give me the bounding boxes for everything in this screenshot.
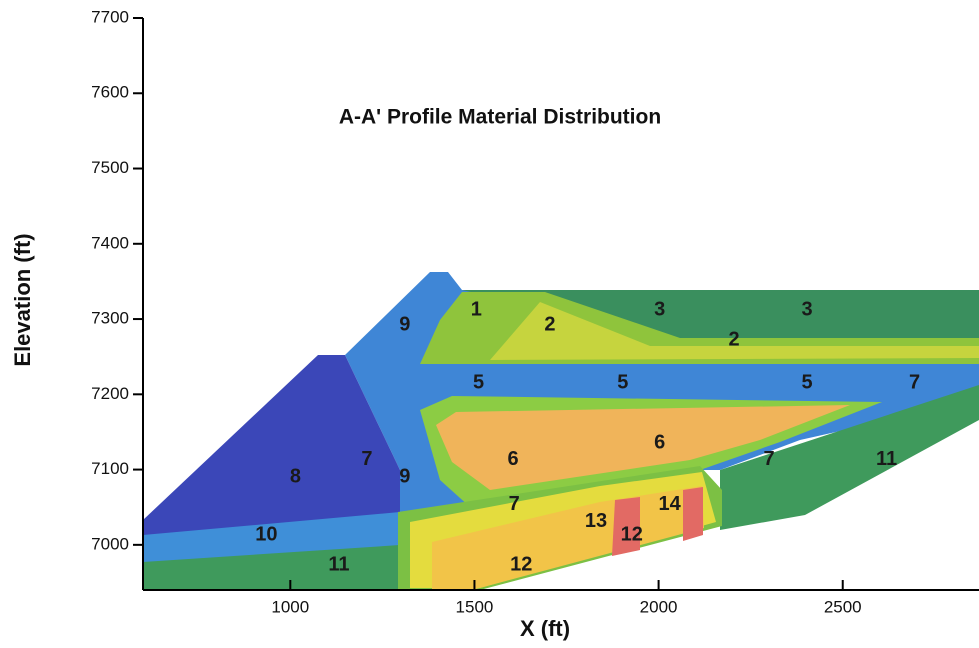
zone-label: 9 xyxy=(399,313,410,335)
y-tick-label: 7600 xyxy=(91,83,129,102)
zone-label: 5 xyxy=(473,371,484,393)
y-tick-label: 7700 xyxy=(91,7,129,26)
zone xyxy=(462,290,979,347)
y-tick-label: 7400 xyxy=(91,233,129,252)
zone-label: 7 xyxy=(509,493,520,515)
zone-label: 3 xyxy=(654,298,665,320)
zone-label: 9 xyxy=(399,465,410,487)
x-tick-label: 1000 xyxy=(271,597,309,616)
y-tick-label: 7100 xyxy=(91,459,129,478)
zone-label: 6 xyxy=(654,432,665,454)
zone-label: 11 xyxy=(328,553,349,575)
zone-label: 12 xyxy=(621,523,643,545)
zone-label: 12 xyxy=(510,553,532,575)
x-axis-label: X (ft) xyxy=(520,616,570,641)
x-tick-label: 2500 xyxy=(824,597,862,616)
zone-label: 2 xyxy=(544,313,555,335)
zone-label: 11 xyxy=(876,448,897,470)
zone xyxy=(612,497,640,556)
zone xyxy=(683,487,703,541)
zone-label: 14 xyxy=(659,493,682,515)
zone-label: 7 xyxy=(909,371,920,393)
zone-label: 5 xyxy=(801,371,812,393)
zone xyxy=(143,355,400,535)
x-tick-label: 2000 xyxy=(640,597,678,616)
y-axis-label: Elevation (ft) xyxy=(10,233,35,366)
zone xyxy=(720,385,979,530)
y-tick-label: 7300 xyxy=(91,309,129,328)
zone-label: 5 xyxy=(617,371,628,393)
zone-label: 7 xyxy=(361,448,372,470)
y-tick-label: 7200 xyxy=(91,384,129,403)
material-zones xyxy=(143,272,979,590)
zone-label: 13 xyxy=(585,510,607,532)
y-tick-label: 7500 xyxy=(91,158,129,177)
zone-label: 3 xyxy=(801,298,812,320)
zone-label: 7 xyxy=(764,448,775,470)
zone-label: 2 xyxy=(729,328,740,350)
zone xyxy=(490,302,979,360)
chart-title: A-A' Profile Material Distribution xyxy=(339,106,661,129)
zone-label: 6 xyxy=(508,448,519,470)
zone-label: 10 xyxy=(255,523,277,545)
y-tick-label: 7000 xyxy=(91,534,129,553)
zone xyxy=(436,405,850,490)
zone-label: 8 xyxy=(290,465,301,487)
x-tick-label: 1500 xyxy=(456,597,494,616)
zone-label: 1 xyxy=(471,298,482,320)
